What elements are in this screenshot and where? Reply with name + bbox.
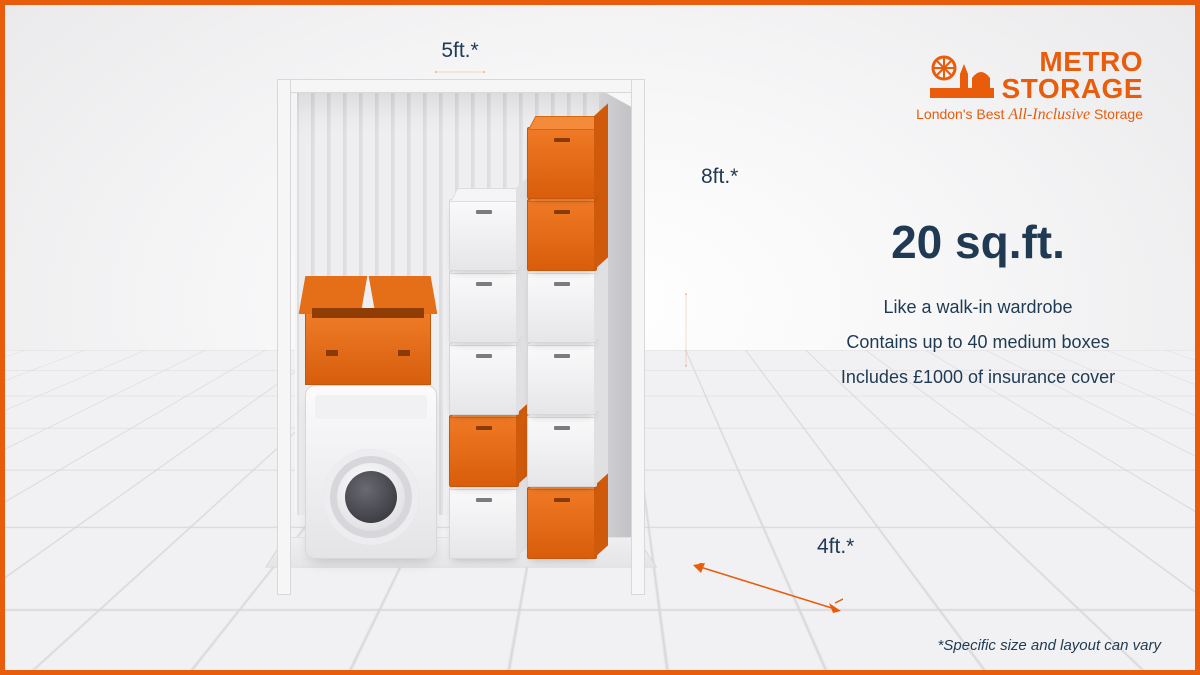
info-line-1: Like a walk-in wardrobe (813, 297, 1143, 318)
dimension-width-label: 5ft.* (285, 39, 635, 63)
storage-box (527, 487, 597, 559)
size-headline: 20 sq.ft. (813, 215, 1143, 269)
storage-box (449, 487, 519, 559)
storage-box (527, 199, 597, 271)
storage-box (527, 271, 597, 343)
storage-box (449, 343, 519, 415)
london-skyline-icon (930, 54, 994, 98)
dimension-depth-label: 4ft.* (817, 535, 854, 559)
storage-box (449, 199, 519, 271)
storage-box (527, 127, 597, 199)
washer-door (323, 449, 419, 545)
storage-box (449, 415, 519, 487)
tagline-suffix: Storage (1090, 106, 1143, 122)
storage-box (527, 343, 597, 415)
footnote: *Specific size and layout can vary (938, 637, 1161, 654)
dimension-height-label: 8ft.* (701, 165, 738, 189)
unit-top-frame (283, 79, 639, 93)
logo-text-line1: METRO (1002, 49, 1143, 76)
tagline-prefix: London's Best (916, 106, 1008, 122)
dimension-height-arrow (685, 75, 687, 585)
logo-text-line2: STORAGE (1002, 76, 1143, 103)
storage-box (449, 271, 519, 343)
tagline-script: All-Inclusive (1008, 106, 1090, 123)
brand-logo: METRO STORAGE London's Best All-Inclusiv… (916, 49, 1143, 124)
infographic-frame: 5ft.* 8ft.* 4ft.* (0, 0, 1200, 675)
washing-machine (305, 385, 437, 559)
storage-box (527, 415, 597, 487)
logo-tagline: London's Best All-Inclusive Storage (916, 106, 1143, 124)
unit-right-post (631, 79, 645, 595)
open-cardboard-box (305, 313, 431, 385)
dimension-width-arrow (285, 71, 635, 73)
info-line-3: Includes £1000 of insurance cover (813, 367, 1143, 388)
dimension-depth-arrow (693, 563, 843, 615)
storage-unit (277, 79, 645, 595)
unit-left-post (277, 79, 291, 595)
info-block: 20 sq.ft. Like a walk-in wardrobe Contai… (813, 215, 1143, 402)
info-line-2: Contains up to 40 medium boxes (813, 332, 1143, 353)
